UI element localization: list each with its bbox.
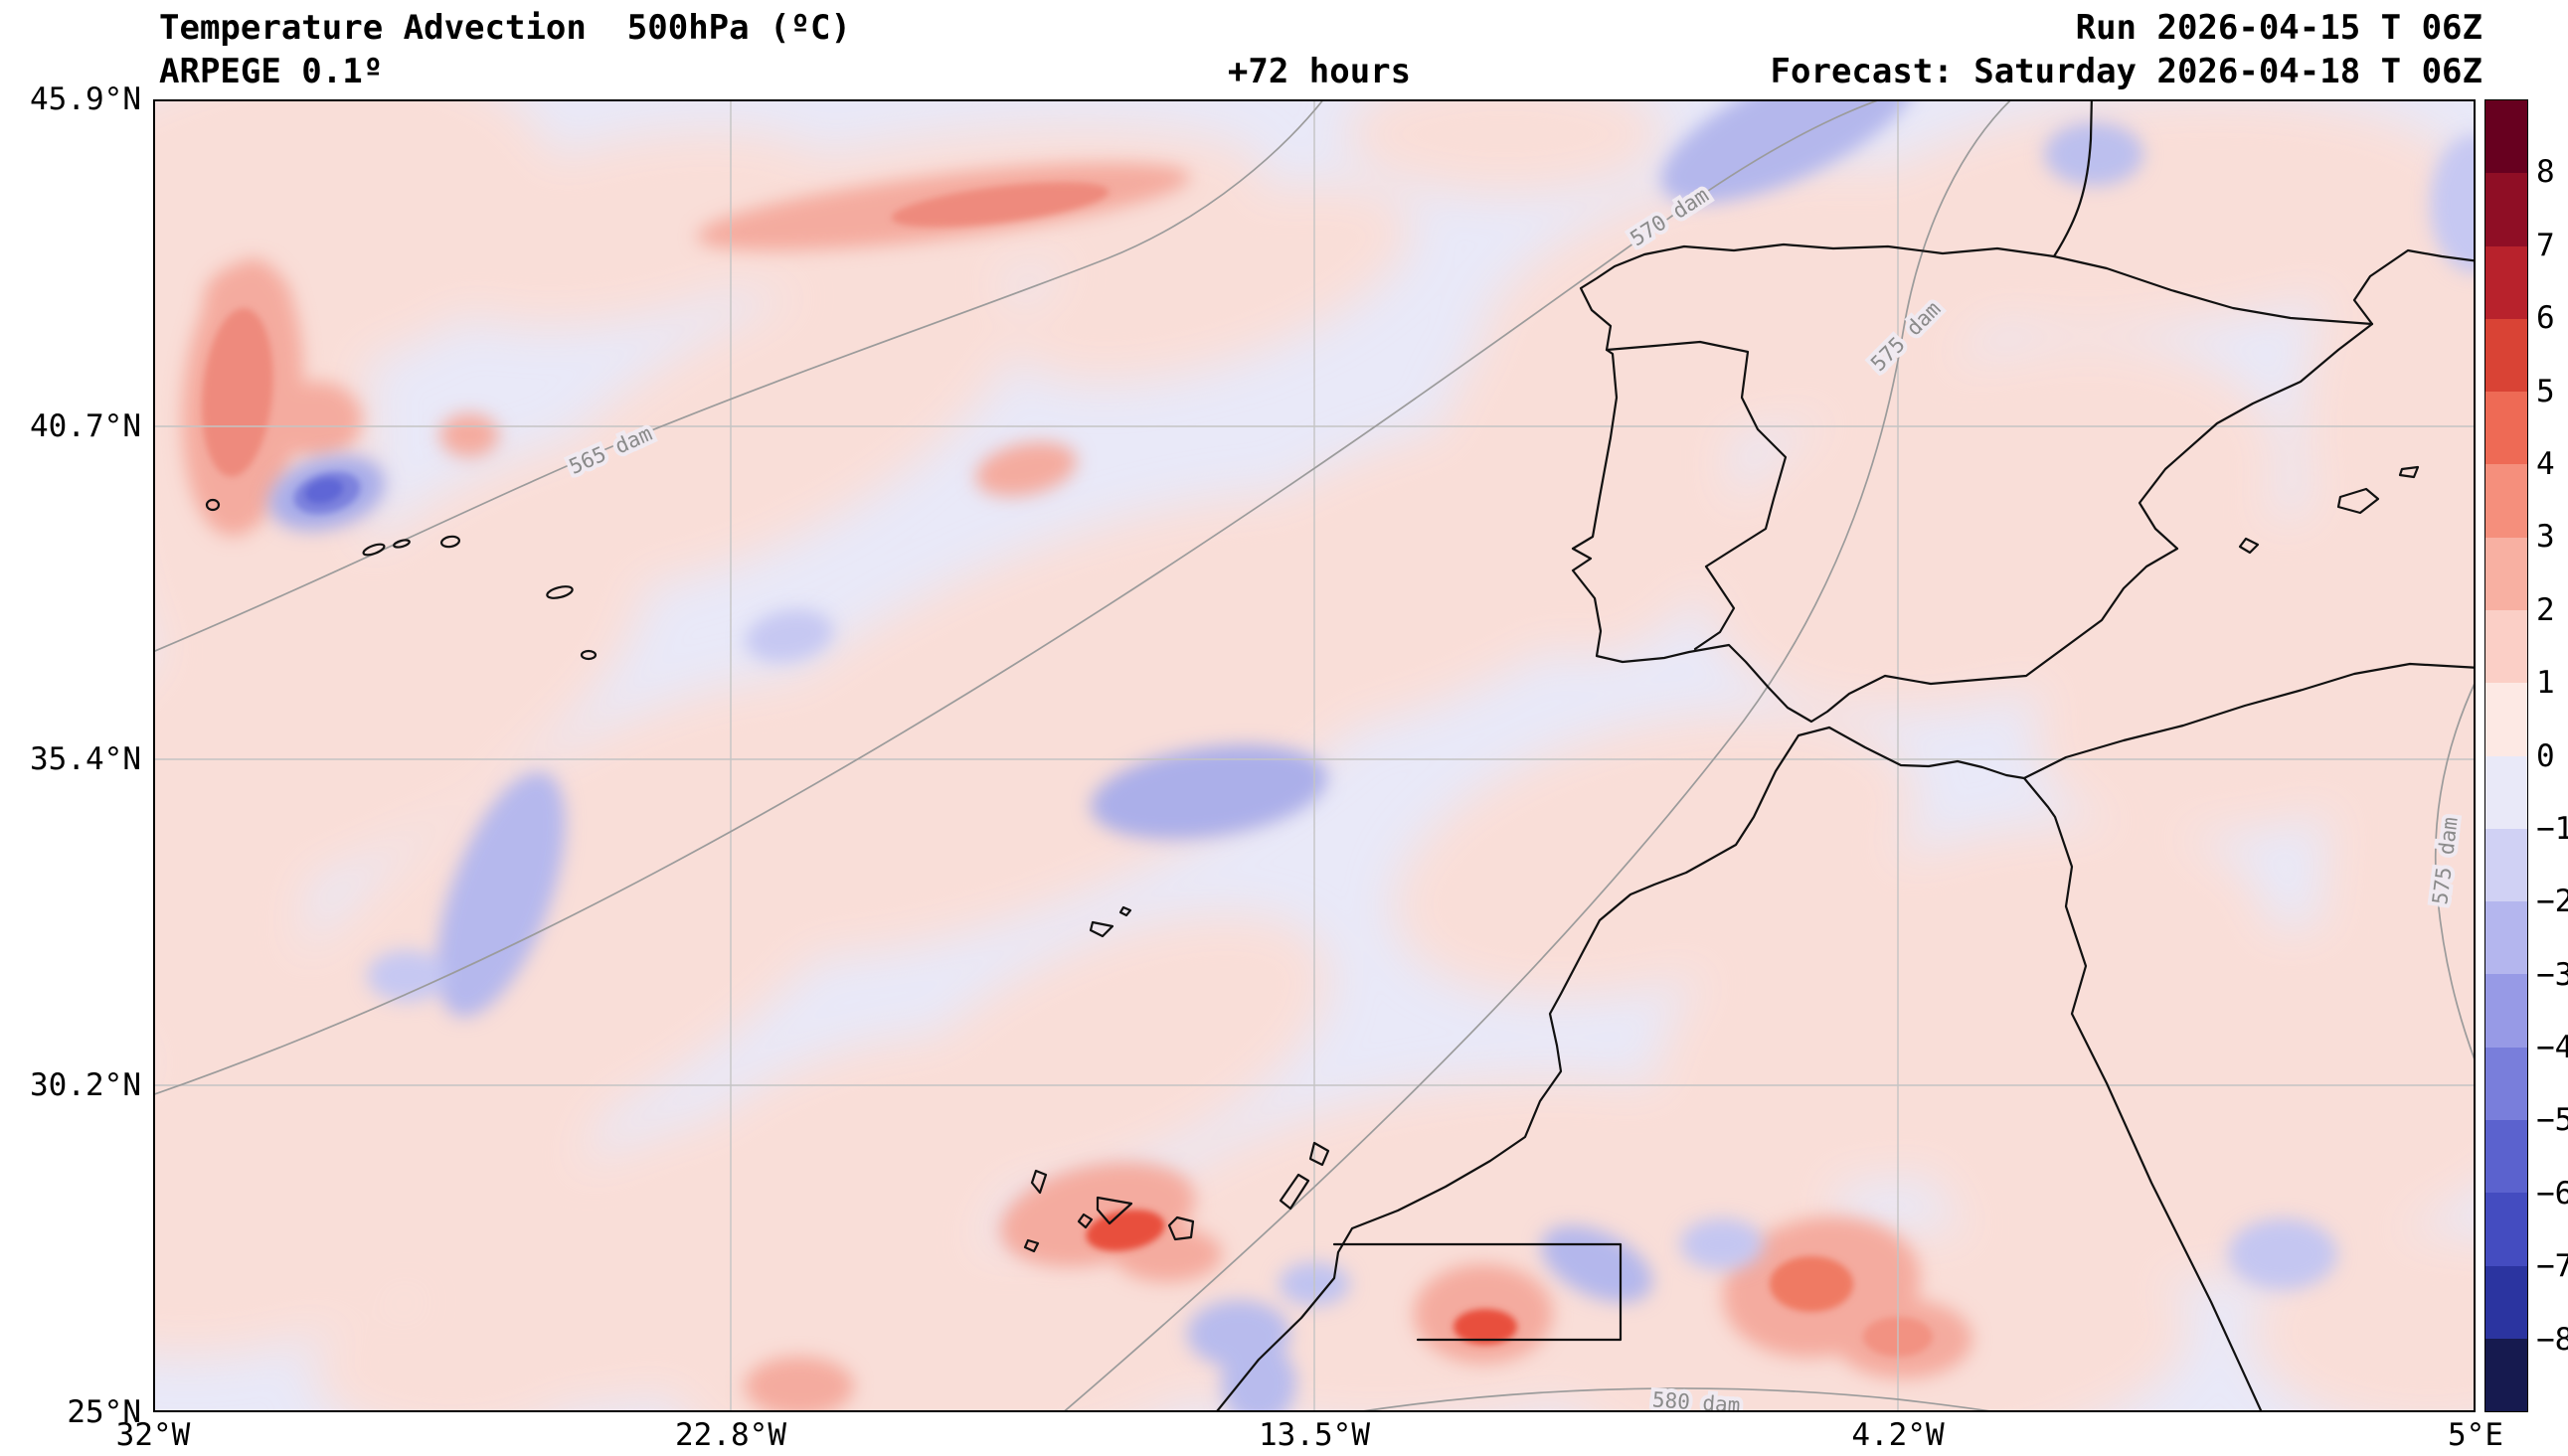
- lat-tick-label: 45.9°N: [30, 81, 141, 117]
- height-contours: [153, 99, 2476, 1412]
- colorbar-segment: [2485, 537, 2527, 610]
- azores-islands: [205, 498, 598, 661]
- lon-tick-label: 4.2°W: [1851, 1417, 1945, 1453]
- colorbar-segment: [2485, 245, 2527, 319]
- colorbar-tick-label: 3: [2536, 519, 2555, 556]
- colorbar-tick-label: 7: [2536, 227, 2555, 263]
- map-frame: [153, 99, 2476, 1412]
- balearic-islands: [2238, 465, 2420, 555]
- lead-time-label: +72 hours: [1227, 52, 1412, 91]
- contour-570: [153, 99, 1883, 1096]
- contour-565: [153, 99, 1325, 653]
- colorbar-segment: [2485, 974, 2527, 1048]
- lat-tick-label: 25°N: [67, 1394, 141, 1430]
- canary-islands: [1023, 1141, 1330, 1253]
- colorbar-segment: [2485, 392, 2527, 465]
- iberia-france-coastline: [1571, 99, 2476, 724]
- lon-tick-label: 22.8°W: [675, 1417, 786, 1453]
- colorbar-tick-label: 2: [2536, 591, 2555, 628]
- map-svg: 565 dam 570 dam 575 dam 575 dam 580 dam: [153, 99, 2476, 1412]
- colorbar-tick-label: 1: [2536, 665, 2555, 702]
- colorbar-tick-label: 6: [2536, 300, 2555, 337]
- africa-atlantic-coastline: [1214, 726, 1831, 1412]
- lon-tick-label: 13.5°W: [1259, 1417, 1370, 1453]
- pyrenees-border: [2052, 254, 2374, 326]
- madeira-island: [1089, 905, 1132, 938]
- chart-title: Temperature Advection 500hPa (ºC): [159, 8, 851, 48]
- colorbar-tick-label: 0: [2536, 737, 2555, 774]
- lon-tick-label: 32°W: [115, 1417, 191, 1453]
- lat-tick-label: 35.4°N: [30, 741, 141, 777]
- colorbar-tick-label: −4: [2536, 1030, 2568, 1066]
- contour-575: [1062, 99, 2013, 1412]
- colorbar-tick-label: 8: [2536, 154, 2555, 191]
- colorbar-segment: [2485, 755, 2527, 829]
- coastlines: [205, 99, 2476, 1412]
- colorbar-segment: [2485, 464, 2527, 538]
- colorbar-segment: [2485, 1193, 2527, 1266]
- colorbar-segment: [2485, 1047, 2527, 1120]
- colorbar-segment: [2485, 1338, 2527, 1412]
- colorbar-ticks: 8 7 6 5 4 3 2 1 0 −1 −2 −3 −4 −5 −6 −7 −8: [2536, 99, 2568, 1412]
- colorbar-segment: [2485, 100, 2527, 174]
- colorbar-tick-label: −7: [2536, 1248, 2568, 1285]
- run-label: Run 2026-04-15 T 06Z: [2075, 8, 2482, 48]
- advection-field: [153, 99, 2476, 1412]
- colorbar: [2484, 99, 2528, 1412]
- lon-tick-label: 5°E: [2448, 1417, 2503, 1453]
- colorbar-tick-label: −8: [2536, 1321, 2568, 1358]
- colorbar-segment: [2485, 1119, 2527, 1194]
- graticule: [153, 99, 2476, 1412]
- colorbar-segment: [2485, 1265, 2527, 1339]
- contour-575-east: [2434, 679, 2476, 1065]
- colorbar-segment: [2485, 828, 2527, 902]
- colorbar-segment: [2485, 318, 2527, 393]
- colorbar-tick-label: 4: [2536, 445, 2555, 482]
- colorbar-tick-label: −1: [2536, 810, 2568, 847]
- morocco-algeria-border: [2022, 776, 2264, 1412]
- lat-tick-label: 30.2°N: [30, 1067, 141, 1103]
- colorbar-segment: [2485, 173, 2527, 246]
- colorbar-tick-label: −2: [2536, 884, 2568, 920]
- colorbar-tick-label: −6: [2536, 1175, 2568, 1212]
- colorbar-tick-label: −5: [2536, 1102, 2568, 1139]
- map-panel: 565 dam 570 dam 575 dam 575 dam 580 dam: [153, 99, 2476, 1412]
- colorbar-segment: [2485, 901, 2527, 975]
- western-sahara-border: [1332, 1242, 1623, 1342]
- contour-580: [1349, 1387, 2004, 1412]
- colorbar-segment: [2485, 609, 2527, 684]
- colorbar-segment: [2485, 683, 2527, 756]
- forecast-label: Forecast: Saturday 2026-04-18 T 06Z: [1770, 52, 2482, 91]
- colorbar-tick-label: 5: [2536, 373, 2555, 409]
- africa-mediterranean-coastline: [1827, 662, 2476, 780]
- colorbar-tick-label: −3: [2536, 956, 2568, 993]
- lat-tick-label: 40.7°N: [30, 408, 141, 444]
- portugal-spain-border: [1605, 340, 1788, 651]
- model-label: ARPEGE 0.1º: [159, 52, 384, 91]
